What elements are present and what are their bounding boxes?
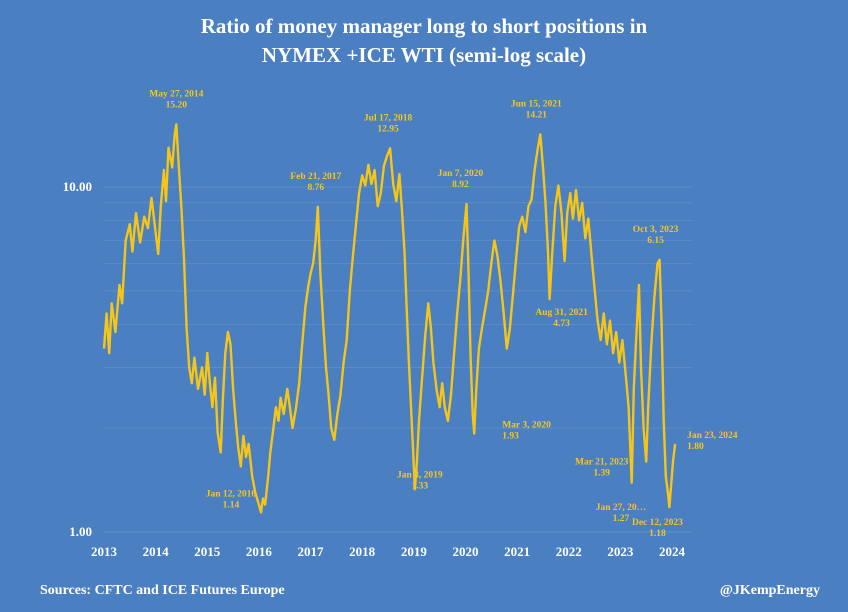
series-line xyxy=(102,123,677,514)
x-tick-label: 2020 xyxy=(452,544,478,559)
x-tick-label: 2019 xyxy=(401,544,428,559)
annotation-date: Feb 21, 2017 xyxy=(290,172,341,182)
annotation-date: Mar 3, 2020 xyxy=(502,420,551,430)
y-tick-label: 1.00 xyxy=(69,524,92,539)
annotation-value: 1.14 xyxy=(223,500,240,510)
annotation-value: 6.15 xyxy=(647,236,664,246)
x-tick-label: 2018 xyxy=(349,544,376,559)
annotation-date: Mar 21, 2023 xyxy=(575,458,629,468)
annotation-date: Jan 7, 2020 xyxy=(438,169,484,179)
y-axis-ticks: 1.00 10.00 xyxy=(63,179,92,539)
annotation-value: 1.80 xyxy=(687,442,704,452)
annotation-value: 1.33 xyxy=(412,481,429,491)
annotation-value: 4.73 xyxy=(553,319,570,329)
x-tick-label: 2022 xyxy=(556,544,582,559)
annotation-value: 14.21 xyxy=(526,110,548,120)
annotation-date: Jan 12, 2016 xyxy=(206,489,257,499)
x-tick-label: 2016 xyxy=(246,544,273,559)
x-tick-label: 2024 xyxy=(659,544,686,559)
annotation-value: 8.92 xyxy=(452,180,469,190)
annotation-date: May 27, 2014 xyxy=(149,89,203,99)
annotation-value: 1.39 xyxy=(593,469,610,479)
chart-title-line-1: Ratio of money manager long to short pos… xyxy=(200,14,648,38)
annotation-date: Jun 15, 2021 xyxy=(511,99,562,109)
annotation-value: 8.76 xyxy=(307,183,324,193)
annotation-date: Oct 3, 2023 xyxy=(633,225,679,235)
annotation-date: Jan 8, 2019 xyxy=(397,470,443,480)
annotation-value: 15.20 xyxy=(166,100,188,110)
annotation-date: Aug 31, 2021 xyxy=(535,308,588,318)
annotation-date: Jul 17, 2018 xyxy=(364,113,413,123)
annotation-value: 1.27 xyxy=(613,514,630,524)
annotation-date: Jan 27, 20… xyxy=(596,503,646,513)
annotation-date: Jan 23, 2024 xyxy=(687,431,738,441)
x-tick-label: 2013 xyxy=(91,544,118,559)
x-tick-label: 2023 xyxy=(607,544,634,559)
annotation-value: 12.95 xyxy=(377,124,399,134)
source-note: Sources: CFTC and ICE Futures Europe xyxy=(40,583,285,598)
author-credit: @JKempEnergy xyxy=(719,583,820,598)
x-tick-label: 2021 xyxy=(504,544,530,559)
x-axis-ticks: 2013 2014 2015 2016 2017 2018 2019 2020 2021 2022… xyxy=(91,544,686,559)
annotation-date: Dec 12, 2023 xyxy=(632,518,683,528)
x-tick-label: 2015 xyxy=(194,544,221,559)
annotation-value: 1.93 xyxy=(502,431,519,441)
annotation-value: 1.18 xyxy=(649,529,666,539)
series-group xyxy=(102,123,677,514)
y-tick-label: 10.00 xyxy=(63,179,92,194)
x-tick-label: 2017 xyxy=(298,544,325,559)
chart-title-line-2: NYMEX +ICE WTI (semi-log scale) xyxy=(261,43,587,67)
x-tick-label: 2014 xyxy=(143,544,170,559)
